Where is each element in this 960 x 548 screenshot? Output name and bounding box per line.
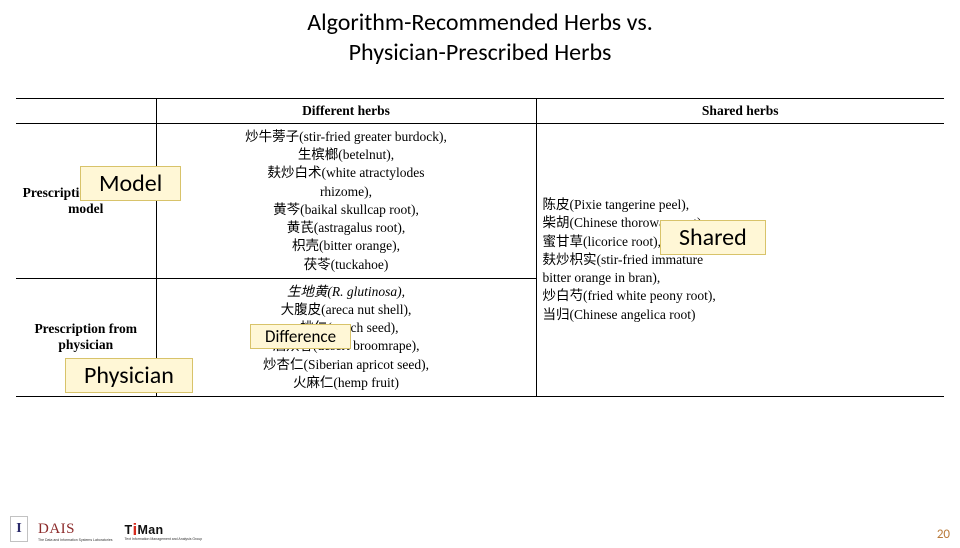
table-header-row: Different herbs Shared herbs xyxy=(16,99,944,124)
herb-line: 当归(Chinese angelica root) xyxy=(543,307,696,322)
table-header-blank xyxy=(16,99,156,124)
herb-line: 黄芪(astragalus root), xyxy=(287,220,405,235)
annot-physician: Physician xyxy=(65,358,193,393)
herb-line: 茯苓(tuckahoe) xyxy=(304,257,389,272)
comparison-table: Different herbs Shared herbs Prescriptio… xyxy=(16,98,944,397)
herb-line: 大腹皮(areca nut shell), xyxy=(281,302,412,317)
dais-logo: DAIS The Data and Information Systems La… xyxy=(38,519,113,542)
title-line-2: Physician-Prescribed Herbs xyxy=(349,38,612,67)
herb-line: 生地黄(R. glutinosa), xyxy=(287,284,405,299)
title-line-1: Algorithm-Recommended Herbs vs. xyxy=(307,8,653,37)
herb-line: bitter orange in bran), xyxy=(543,270,661,285)
herb-line: 黄芩(baikal skullcap root), xyxy=(273,202,419,217)
herb-line: rhizome), xyxy=(320,184,372,199)
illinois-logo-icon: I xyxy=(10,516,28,542)
herb-line: 麸炒白术(white atractylodes xyxy=(267,165,424,180)
herb-line: 蜜甘草(licorice root), xyxy=(543,234,661,249)
dais-subtext: The Data and Information Systems Laborat… xyxy=(38,538,113,542)
herb-line: 枳壳(bitter orange), xyxy=(292,238,400,253)
rowhead-physician-text: Prescription from physician xyxy=(34,321,137,352)
slide-title: Algorithm-Recommended Herbs vs. Physicia… xyxy=(0,8,960,68)
herb-line: 火麻仁(hemp fruit) xyxy=(293,375,399,390)
shared-cell: 陈皮(Pixie tangerine peel), 柴胡(Chinese tho… xyxy=(536,124,944,397)
annot-difference: Difference xyxy=(250,324,351,349)
timan-logo: TiMan Text Information Management and An… xyxy=(123,521,205,542)
herb-line: 炒杏仁(Siberian apricot seed), xyxy=(263,357,429,372)
diff-cell-model: 炒牛蒡子(stir-fried greater burdock), 生槟榔(be… xyxy=(156,124,536,279)
table-header-diff: Different herbs xyxy=(156,99,536,124)
herb-line: 炒牛蒡子(stir-fried greater burdock), xyxy=(245,129,447,144)
timan-rest: Man xyxy=(137,523,163,537)
timan-t: T xyxy=(125,523,133,537)
herb-line: 生槟榔(betelnut), xyxy=(298,147,394,162)
timan-sub: Text Information Management and Analysis… xyxy=(125,538,203,541)
dais-logo-text: DAIS xyxy=(38,521,75,537)
logo-bar: I DAIS The Data and Information Systems … xyxy=(10,516,204,542)
herb-line: 炒白芍(fried white peony root), xyxy=(543,288,716,303)
annot-shared: Shared xyxy=(660,220,766,255)
table-header-shared: Shared herbs xyxy=(536,99,944,124)
herb-line: 陈皮(Pixie tangerine peel), xyxy=(543,197,690,212)
annot-model: Model xyxy=(80,166,181,201)
comparison-table-wrap: Different herbs Shared herbs Prescriptio… xyxy=(16,98,944,397)
